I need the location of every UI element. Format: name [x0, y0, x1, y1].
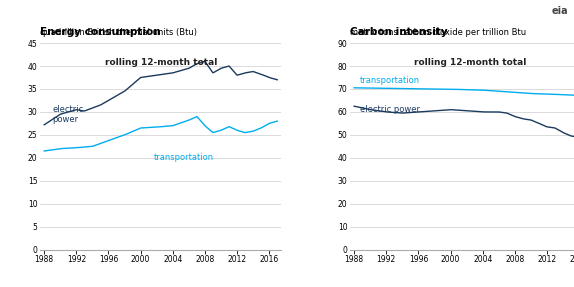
- Text: rolling 12-month total: rolling 12-month total: [414, 57, 527, 67]
- Text: metric tons carbon dioxide per trillion Btu: metric tons carbon dioxide per trillion …: [350, 18, 526, 37]
- Text: Carbon intensity: Carbon intensity: [350, 27, 448, 37]
- Text: quadrillion British thermal units (Btu): quadrillion British thermal units (Btu): [40, 18, 197, 37]
- Text: transportation: transportation: [360, 76, 420, 85]
- Text: rolling 12-month total: rolling 12-month total: [104, 57, 217, 67]
- Text: electric
power: electric power: [52, 105, 83, 125]
- Text: transportation: transportation: [153, 153, 214, 162]
- Text: eia: eia: [552, 6, 568, 16]
- Text: Energy consumption: Energy consumption: [40, 27, 161, 37]
- Text: electric power: electric power: [360, 105, 420, 114]
